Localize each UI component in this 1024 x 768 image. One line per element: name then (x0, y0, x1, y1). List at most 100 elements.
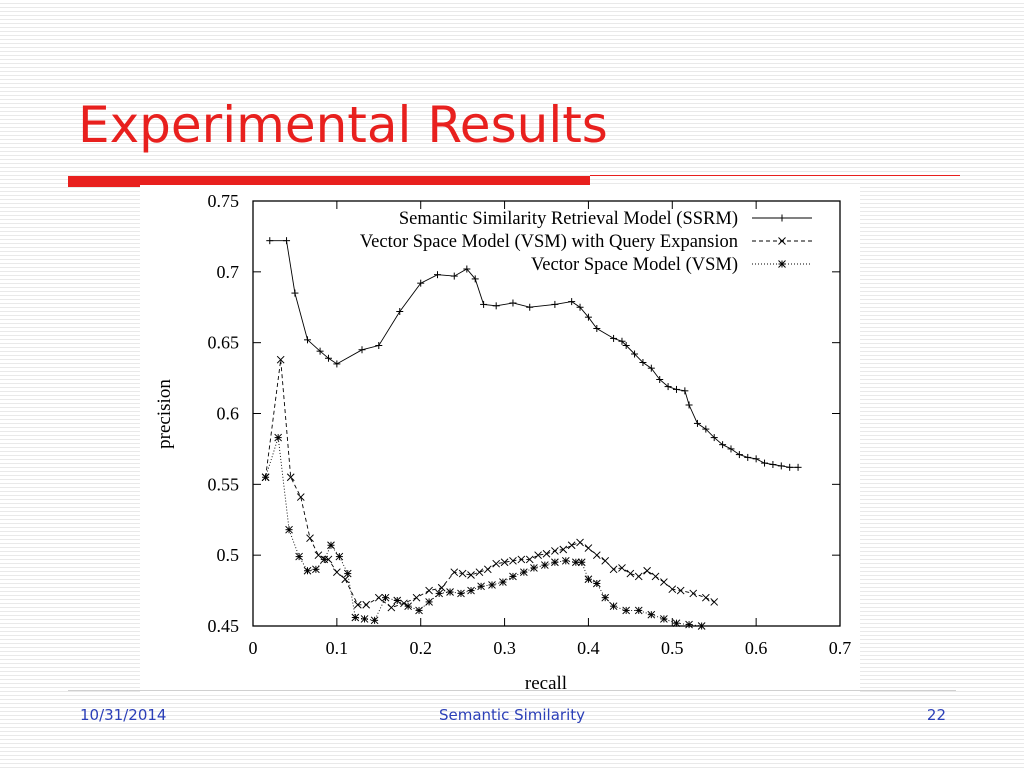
data-point (592, 579, 601, 588)
data-point (568, 298, 576, 306)
data-point (381, 593, 390, 602)
data-point (327, 541, 335, 550)
data-point (559, 545, 568, 554)
data-point (534, 551, 542, 560)
data-point (651, 572, 660, 581)
data-point (351, 613, 360, 622)
data-point (626, 569, 635, 578)
data-point (335, 552, 344, 561)
data-point (457, 589, 465, 598)
data-point (303, 566, 312, 575)
y-tick-label: 0.55 (208, 474, 240, 494)
data-point (744, 453, 752, 461)
data-point (425, 586, 433, 595)
data-point (358, 346, 366, 354)
data-point (634, 606, 643, 615)
data-point (396, 308, 404, 315)
data-point (618, 564, 626, 572)
data-point (685, 620, 693, 629)
data-point (530, 564, 538, 572)
legend-swatch-marker (778, 260, 786, 268)
data-point (320, 555, 329, 564)
data-point (343, 569, 352, 578)
data-point (592, 551, 601, 560)
data-point (296, 493, 305, 501)
data-point (492, 559, 501, 568)
x-tick-label: 0 (249, 638, 258, 658)
data-point (576, 303, 584, 311)
data-point (664, 383, 672, 391)
data-point (412, 593, 421, 602)
data-point (417, 279, 425, 287)
footer-date: 10/31/2014 (80, 706, 167, 724)
x-tick-label: 0.3 (493, 638, 515, 658)
data-point (689, 589, 698, 598)
axis-tick-labels: 0 0.1 0.2 0.3 0.4 0.5 0.6 0.7 0.45 0.5 0.55 0.6 0.65… (208, 191, 852, 658)
data-point (609, 602, 618, 611)
series-2 (261, 355, 719, 612)
data-point (375, 342, 383, 349)
data-point (542, 549, 551, 558)
data-point (525, 555, 534, 564)
data-point (286, 473, 295, 482)
chart-svg: 0 0.1 0.2 0.3 0.4 0.5 0.6 0.7 0.45 0.5 0.55 0.6 0.65… (154, 191, 852, 694)
data-point (353, 600, 362, 609)
data-point (577, 558, 586, 567)
data-point (634, 572, 643, 581)
data-point (777, 462, 785, 470)
data-point (593, 325, 601, 332)
data-point (672, 385, 680, 393)
data-point (520, 568, 528, 577)
data-point (517, 555, 526, 564)
data-point (551, 558, 559, 567)
data-point (285, 525, 293, 534)
data-point (483, 565, 492, 574)
x-tick-label: 0.5 (661, 638, 684, 658)
data-point (601, 593, 610, 602)
data-point (567, 541, 576, 550)
data-point (306, 534, 314, 543)
data-point (609, 565, 618, 574)
footer-divider (68, 690, 956, 691)
y-tick-label: 0.7 (217, 262, 240, 282)
data-point (584, 544, 593, 552)
data-point (415, 606, 423, 615)
data-point (710, 434, 718, 442)
data-point (283, 237, 291, 245)
series-layer (261, 237, 802, 630)
data-point (433, 271, 441, 279)
data-point (656, 376, 664, 383)
data-point (467, 571, 475, 579)
data-point (681, 387, 689, 395)
data-point (509, 572, 517, 581)
data-point (312, 565, 320, 574)
data-point (500, 558, 509, 567)
data-point (492, 302, 500, 310)
data-point (333, 360, 341, 368)
y-tick-label: 0.5 (217, 545, 240, 565)
data-point (735, 451, 743, 459)
data-point (509, 299, 517, 307)
data-point (701, 593, 710, 602)
data-point (261, 473, 270, 482)
data-point (526, 303, 534, 311)
data-point (446, 588, 454, 596)
data-point (622, 342, 630, 349)
data-point (622, 606, 631, 615)
slide-title: Experimental Results (78, 96, 608, 154)
series-3 (261, 433, 706, 630)
data-point (786, 463, 794, 471)
footer-title: Semantic Similarity (438, 706, 586, 724)
data-point (639, 359, 647, 366)
footer-page-number: 22 (926, 706, 946, 724)
data-point (404, 602, 412, 611)
data-point (660, 615, 668, 623)
data-point (631, 350, 639, 358)
x-tick-label: 0.1 (326, 638, 349, 658)
data-point (647, 364, 655, 372)
data-point (509, 556, 517, 565)
data-point (488, 581, 496, 589)
data-point (693, 419, 701, 427)
legend-label: Semantic Similarity Retrieval Model (SSR… (399, 209, 738, 229)
data-point (374, 593, 383, 602)
